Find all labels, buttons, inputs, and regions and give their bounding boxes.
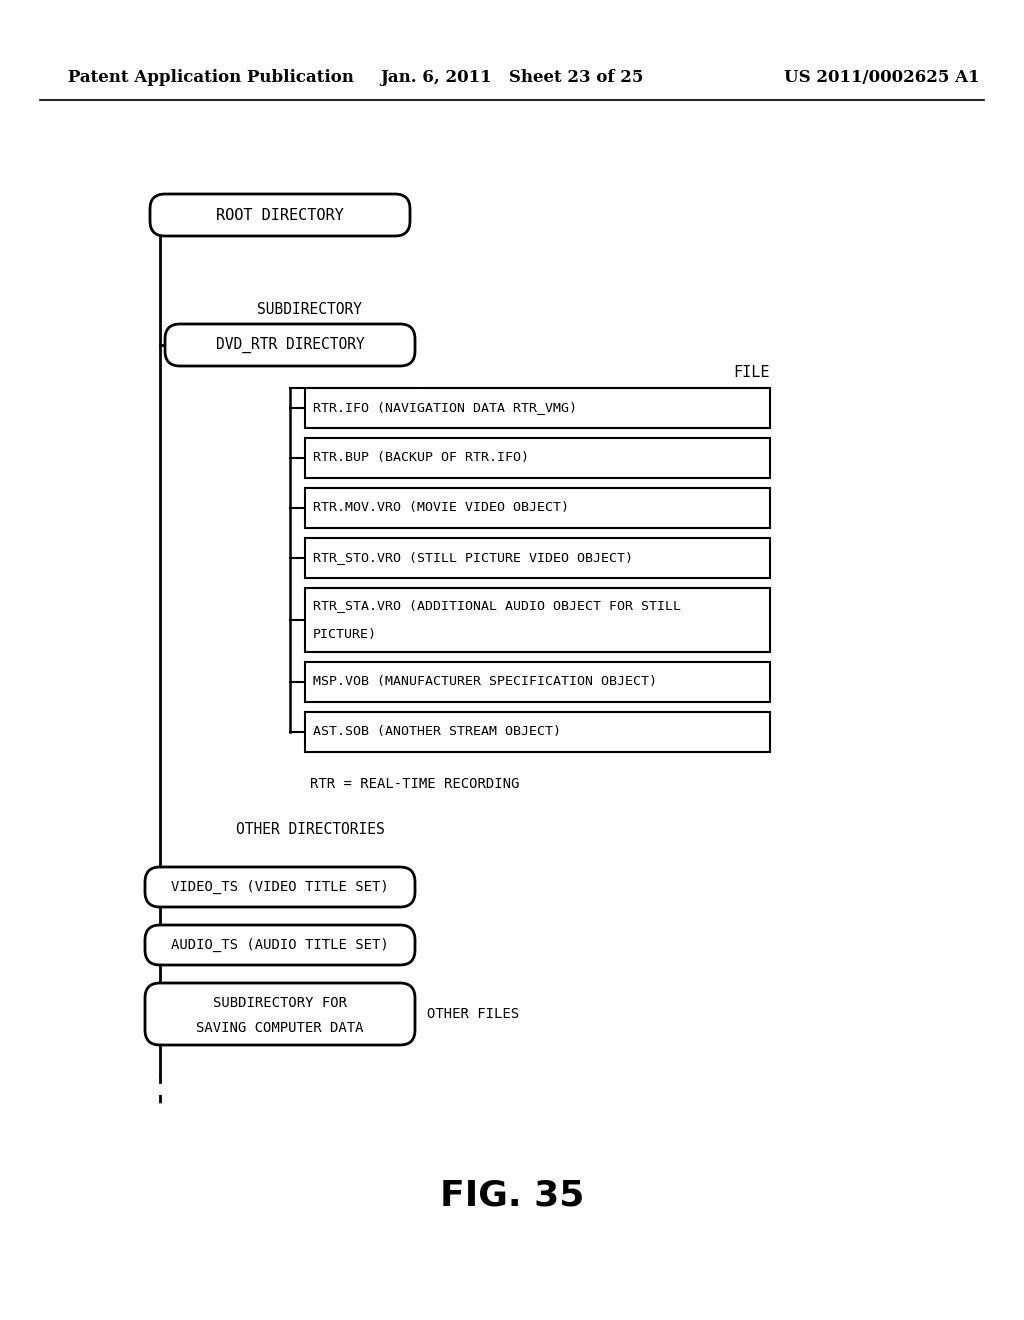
- Text: AUDIO_TS (AUDIO TITLE SET): AUDIO_TS (AUDIO TITLE SET): [171, 939, 389, 952]
- Text: PICTURE): PICTURE): [313, 627, 377, 640]
- Text: SUBDIRECTORY: SUBDIRECTORY: [257, 302, 362, 318]
- Text: RTR.BUP (BACKUP OF RTR.IFO): RTR.BUP (BACKUP OF RTR.IFO): [313, 451, 529, 465]
- Text: Jan. 6, 2011   Sheet 23 of 25: Jan. 6, 2011 Sheet 23 of 25: [380, 70, 644, 87]
- FancyBboxPatch shape: [305, 539, 770, 578]
- Text: OTHER FILES: OTHER FILES: [427, 1007, 519, 1020]
- Text: Patent Application Publication: Patent Application Publication: [68, 70, 354, 87]
- FancyBboxPatch shape: [145, 925, 415, 965]
- Text: FILE: FILE: [733, 366, 770, 380]
- Text: SAVING COMPUTER DATA: SAVING COMPUTER DATA: [197, 1020, 364, 1035]
- FancyBboxPatch shape: [150, 194, 410, 236]
- Text: VIDEO_TS (VIDEO TITLE SET): VIDEO_TS (VIDEO TITLE SET): [171, 880, 389, 894]
- Text: ROOT DIRECTORY: ROOT DIRECTORY: [216, 207, 344, 223]
- Text: RTR_STO.VRO (STILL PICTURE VIDEO OBJECT): RTR_STO.VRO (STILL PICTURE VIDEO OBJECT): [313, 552, 633, 565]
- Text: FIG. 35: FIG. 35: [440, 1177, 584, 1212]
- FancyBboxPatch shape: [305, 438, 770, 478]
- Text: RTR_STA.VRO (ADDITIONAL AUDIO OBJECT FOR STILL: RTR_STA.VRO (ADDITIONAL AUDIO OBJECT FOR…: [313, 599, 681, 612]
- FancyBboxPatch shape: [305, 711, 770, 752]
- Text: DVD_RTR DIRECTORY: DVD_RTR DIRECTORY: [216, 337, 365, 354]
- Text: RTR = REAL-TIME RECORDING: RTR = REAL-TIME RECORDING: [310, 777, 519, 791]
- Text: AST.SOB (ANOTHER STREAM OBJECT): AST.SOB (ANOTHER STREAM OBJECT): [313, 726, 561, 738]
- FancyBboxPatch shape: [305, 488, 770, 528]
- FancyBboxPatch shape: [145, 983, 415, 1045]
- Text: SUBDIRECTORY FOR: SUBDIRECTORY FOR: [213, 995, 347, 1010]
- FancyBboxPatch shape: [305, 587, 770, 652]
- Text: US 2011/0002625 A1: US 2011/0002625 A1: [784, 70, 980, 87]
- Text: RTR.IFO (NAVIGATION DATA RTR_VMG): RTR.IFO (NAVIGATION DATA RTR_VMG): [313, 401, 577, 414]
- Text: OTHER DIRECTORIES: OTHER DIRECTORIES: [236, 822, 384, 837]
- FancyBboxPatch shape: [305, 388, 770, 428]
- FancyBboxPatch shape: [305, 663, 770, 702]
- Text: RTR.MOV.VRO (MOVIE VIDEO OBJECT): RTR.MOV.VRO (MOVIE VIDEO OBJECT): [313, 502, 569, 515]
- FancyBboxPatch shape: [165, 323, 415, 366]
- Text: MSP.VOB (MANUFACTURER SPECIFICATION OBJECT): MSP.VOB (MANUFACTURER SPECIFICATION OBJE…: [313, 676, 657, 689]
- FancyBboxPatch shape: [145, 867, 415, 907]
